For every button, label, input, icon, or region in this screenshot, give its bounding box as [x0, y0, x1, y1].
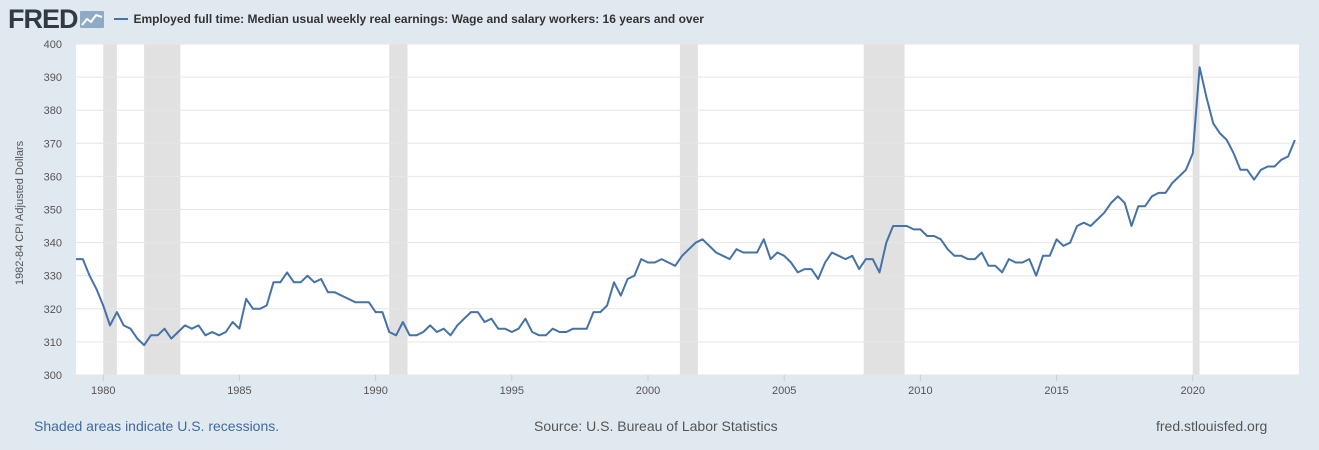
legend-swatch: [113, 18, 128, 20]
y-tick-label: 350: [44, 205, 62, 217]
source-note: Source: U.S. Bureau of Labor Statistics: [534, 418, 778, 434]
legend-series-title: Employed full time: Median usual weekly …: [133, 12, 704, 26]
x-tick-label: 1995: [500, 385, 524, 397]
x-axis-ticks: 1980 1985 1990 1995 2000 2005 2010 2015 2020: [91, 375, 1205, 397]
x-tick-label: 2005: [772, 385, 796, 397]
x-tick-label: 2010: [908, 385, 932, 397]
x-tick-label: 2000: [636, 385, 660, 397]
x-tick-label: 1990: [363, 385, 387, 397]
y-tick-label: 400: [44, 39, 62, 51]
series-line: [76, 66, 1296, 347]
x-tick-label: 1980: [91, 385, 115, 397]
y-tick-label: 300: [44, 370, 62, 382]
y-tick-label: 360: [44, 171, 62, 183]
y-tick-label: 370: [44, 138, 62, 150]
y-tick-label: 320: [44, 304, 62, 316]
gridlines: [76, 43, 1299, 376]
y-axis-ticks: 300 310 320 330 340 350 360 370 380 390 400: [44, 39, 62, 382]
y-tick-label: 380: [44, 105, 62, 117]
site-link[interactable]: fred.stlouisfed.org: [1156, 418, 1268, 434]
fred-graph-icon: [79, 11, 104, 28]
x-tick-label: 1985: [227, 385, 251, 397]
fred-logo[interactable]: FRED: [8, 4, 78, 34]
y-axis-label: 1982-84 CPI Adjusted Dollars: [14, 140, 26, 285]
y-tick-label: 330: [44, 271, 62, 283]
y-tick-label: 390: [44, 72, 62, 84]
chart-header: FRED Employed full time: Median usual we…: [8, 4, 704, 34]
x-tick-label: 2015: [1044, 385, 1068, 397]
y-tick-label: 340: [44, 238, 62, 250]
y-tick-label: 310: [44, 337, 62, 349]
recession-note[interactable]: Shaded areas indicate U.S. recessions.: [34, 418, 280, 434]
x-tick-label: 2020: [1181, 385, 1205, 397]
